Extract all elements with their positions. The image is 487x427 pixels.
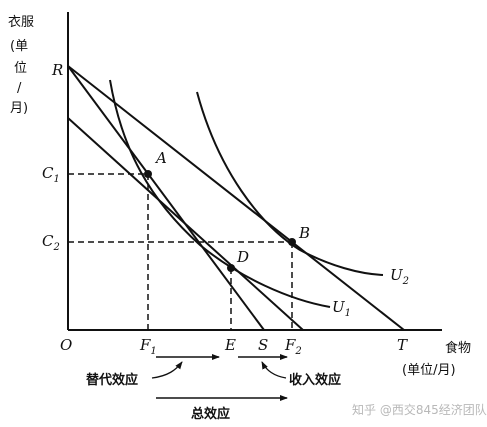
label-C2: C2 bbox=[42, 232, 60, 253]
budget-line-RS bbox=[67, 65, 265, 331]
label-R: R bbox=[51, 61, 63, 79]
svg-text:位: 位 bbox=[14, 61, 27, 76]
income-effect-label: 收入效应 bbox=[289, 372, 341, 388]
label-C1: C1 bbox=[42, 164, 60, 185]
indifference-curve-U2 bbox=[196, 91, 384, 276]
point-A bbox=[144, 170, 152, 178]
label-D: D bbox=[236, 248, 249, 266]
x-axis-label: 食物 (单位/月) bbox=[402, 340, 471, 378]
budget-line-RT bbox=[67, 65, 405, 331]
substitution-pointer bbox=[151, 361, 183, 379]
label-T: T bbox=[397, 336, 408, 354]
indifference-curve-U1 bbox=[109, 79, 331, 308]
svg-text:食物: 食物 bbox=[445, 340, 471, 356]
label-F2: F2 bbox=[284, 336, 302, 357]
label-F1: F1 bbox=[139, 336, 157, 357]
label-B: B bbox=[298, 224, 310, 242]
label-U1: U1 bbox=[332, 298, 351, 319]
substitution-effect-label: 替代效应 bbox=[86, 372, 138, 388]
svg-text:月): 月) bbox=[10, 101, 28, 116]
y-axis-label: 衣服 (单 位 / 月) bbox=[8, 14, 34, 116]
point-D bbox=[227, 264, 235, 272]
total-effect-label: 总效应 bbox=[191, 406, 230, 422]
svg-text:(单位/月): (单位/月) bbox=[402, 363, 456, 378]
point-B bbox=[288, 238, 296, 246]
income-pointer bbox=[261, 361, 287, 379]
svg-text:/: / bbox=[17, 81, 22, 96]
label-S: S bbox=[258, 336, 268, 354]
compensated-budget-line bbox=[67, 117, 304, 331]
watermark: 知乎 @西交845经济团队 bbox=[352, 402, 487, 417]
label-A: A bbox=[154, 149, 167, 167]
label-E: E bbox=[224, 336, 236, 354]
svg-text:(单: (单 bbox=[10, 39, 28, 54]
label-origin: O bbox=[60, 336, 72, 354]
label-U2: U2 bbox=[390, 266, 409, 287]
svg-text:衣服: 衣服 bbox=[8, 14, 34, 30]
